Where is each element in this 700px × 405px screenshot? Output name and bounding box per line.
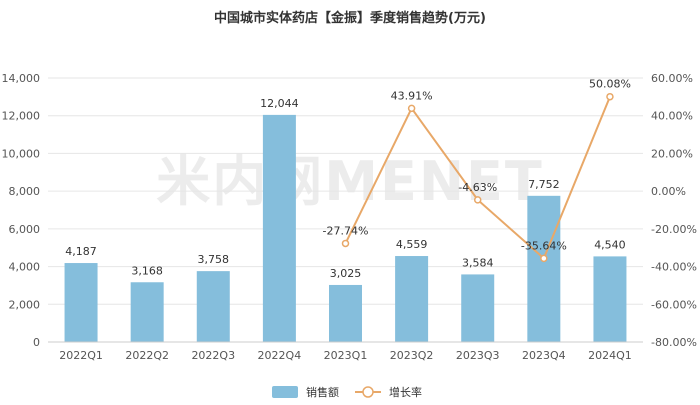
y-right-tick-label: -20.00% [651, 223, 697, 236]
legend: 销售额 增长率 [272, 385, 422, 399]
y-right-tick-label: -60.00% [651, 298, 697, 311]
x-tick-label: 2022Q4 [258, 349, 302, 362]
legend-bar-swatch [272, 386, 298, 398]
bar [593, 256, 627, 342]
x-tick-label: 2023Q2 [390, 349, 434, 362]
growth-point [606, 92, 614, 101]
x-tick-label: 2022Q2 [125, 349, 169, 362]
bar [329, 284, 362, 342]
x-tick-label: 2023Q4 [522, 349, 566, 362]
y-left-tick-label: 6,000 [9, 223, 41, 236]
y-right-tick-label: 20.00% [651, 147, 693, 160]
bar [395, 256, 429, 342]
y-left-tick-label: 8,000 [9, 185, 41, 198]
bar-data-label: 3,168 [131, 264, 163, 277]
bar-data-label: 3,584 [462, 256, 494, 269]
y-left-tick-label: 0 [33, 336, 40, 349]
growth-data-label: 50.08% [589, 78, 631, 91]
growth-point [407, 104, 416, 113]
y-left-tick-label: 14,000 [2, 72, 41, 85]
line-series [341, 92, 614, 263]
growth-point [473, 196, 482, 204]
bar [461, 274, 495, 342]
bar [196, 271, 230, 342]
x-tick-label: 2022Q3 [191, 349, 235, 362]
growth-point [341, 239, 350, 248]
bar [64, 263, 98, 342]
bar-series [64, 114, 627, 342]
bar [527, 195, 561, 342]
y-right-tick-label: 60.00% [651, 72, 693, 85]
legend-line-marker [362, 386, 374, 398]
x-tick-label: 2024Q1 [588, 349, 632, 362]
y-left-tick-label: 10,000 [2, 147, 41, 160]
bar-data-label: 7,752 [528, 178, 560, 191]
y-right-tick-label: 0.00% [651, 185, 686, 198]
growth-point [540, 254, 548, 263]
growth-data-label: 43.91% [391, 89, 433, 102]
y-right-tick-label: 40.00% [651, 110, 693, 123]
x-tick-label: 2023Q3 [456, 349, 500, 362]
bar [262, 114, 296, 342]
legend-line-label: 增长率 [389, 385, 422, 399]
growth-data-label: -27.74% [323, 224, 369, 237]
bar-data-label: 4,559 [396, 238, 428, 251]
axes: 0 2,000 4,000 6,000 8,000 10,000 12,000 14,000 -… [2, 72, 697, 362]
bar-data-label: 4,187 [65, 245, 97, 258]
y-left-tick-label: 4,000 [9, 261, 41, 274]
y-right-tick-label: -80.00% [651, 336, 697, 349]
y-right-tick-label: -40.00% [651, 261, 697, 274]
y-left-tick-label: 12,000 [2, 110, 41, 123]
bar-data-label: 12,044 [260, 97, 299, 110]
data-labels: 4,187 3,168 3,758 12,044 3,025 4,559 3,584 7,75… [65, 78, 631, 280]
legend-bar-label: 销售额 [306, 385, 339, 399]
bar-data-label: 3,758 [198, 253, 230, 266]
x-tick-label: 2023Q1 [324, 349, 368, 362]
bar-data-label: 3,025 [330, 267, 362, 280]
chart-title: 中国城市实体药店【金振】季度销售趋势(万元) [214, 10, 486, 26]
bar-data-label: 4,540 [594, 238, 626, 251]
growth-data-label: -4.63% [458, 181, 497, 194]
x-tick-label: 2022Q1 [59, 349, 103, 362]
bar [130, 282, 164, 342]
growth-data-label: -35.64% [521, 239, 567, 252]
y-left-tick-label: 2,000 [9, 298, 41, 311]
